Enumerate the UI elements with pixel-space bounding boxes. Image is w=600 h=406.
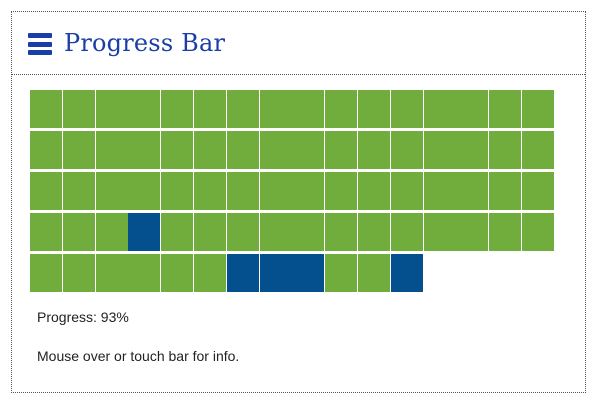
progress-cell[interactable] [325, 254, 357, 292]
progress-cell-highlight[interactable] [128, 213, 160, 251]
progress-cell[interactable] [227, 213, 259, 251]
progress-cell-highlight[interactable] [260, 254, 292, 292]
menu-bar [28, 50, 52, 55]
progress-cell[interactable] [489, 131, 521, 169]
progress-cell[interactable] [128, 172, 160, 210]
hamburger-menu-icon[interactable] [28, 33, 52, 55]
progress-cell[interactable] [325, 131, 357, 169]
progress-cell[interactable] [391, 213, 423, 251]
progress-cell[interactable] [260, 172, 292, 210]
progress-cell[interactable] [96, 254, 128, 292]
progress-cell[interactable] [161, 172, 193, 210]
progress-cell[interactable] [391, 131, 423, 169]
progress-cell-highlight[interactable] [227, 254, 259, 292]
progress-cell[interactable] [128, 254, 160, 292]
panel-header: Progress Bar [12, 12, 585, 75]
progress-cell[interactable] [292, 213, 324, 251]
progress-cell[interactable] [424, 90, 456, 128]
progress-cell[interactable] [424, 131, 456, 169]
progress-cell[interactable] [227, 131, 259, 169]
progress-cell[interactable] [96, 90, 128, 128]
progress-cell[interactable] [522, 213, 554, 251]
progress-cell[interactable] [161, 213, 193, 251]
progress-cell[interactable] [489, 90, 521, 128]
progress-cell-highlight[interactable] [391, 254, 423, 292]
progress-cell[interactable] [194, 90, 226, 128]
progress-cell[interactable] [325, 213, 357, 251]
progress-cell[interactable] [96, 172, 128, 210]
progress-cell[interactable] [325, 90, 357, 128]
page-title: Progress Bar [64, 29, 226, 57]
progress-cell[interactable] [358, 213, 390, 251]
progress-cell[interactable] [260, 213, 292, 251]
progress-cell[interactable] [456, 172, 488, 210]
progress-cell[interactable] [63, 213, 95, 251]
progress-cell[interactable] [194, 213, 226, 251]
progress-cell[interactable] [194, 131, 226, 169]
progress-bar-grid[interactable] [30, 90, 555, 295]
progress-cell[interactable] [489, 172, 521, 210]
progress-cell[interactable] [30, 172, 62, 210]
progress-cell[interactable] [522, 90, 554, 128]
progress-cell[interactable] [30, 213, 62, 251]
progress-cell[interactable] [391, 172, 423, 210]
progress-cell-highlight[interactable] [292, 254, 324, 292]
progress-cell[interactable] [30, 90, 62, 128]
progress-cell[interactable] [292, 172, 324, 210]
progress-cell[interactable] [96, 131, 128, 169]
menu-bar [28, 33, 52, 38]
progress-cell[interactable] [522, 172, 554, 210]
progress-cell[interactable] [227, 172, 259, 210]
progress-cell[interactable] [63, 131, 95, 169]
progress-cell[interactable] [456, 90, 488, 128]
menu-bar [28, 41, 52, 47]
progress-cell[interactable] [391, 90, 423, 128]
hint-text: Mouse over or touch bar for info. [37, 348, 240, 364]
progress-cell[interactable] [161, 254, 193, 292]
progress-cell[interactable] [194, 254, 226, 292]
progress-cell[interactable] [30, 131, 62, 169]
progress-cell[interactable] [489, 213, 521, 251]
progress-cell[interactable] [260, 131, 292, 169]
progress-label: Progress: 93% [37, 309, 129, 325]
progress-cell[interactable] [424, 172, 456, 210]
progress-cell[interactable] [63, 254, 95, 292]
progress-cell[interactable] [325, 172, 357, 210]
progress-cell[interactable] [358, 90, 390, 128]
progress-cell[interactable] [63, 172, 95, 210]
progress-cell[interactable] [424, 213, 456, 251]
progress-cell[interactable] [292, 131, 324, 169]
progress-cell[interactable] [227, 90, 259, 128]
progress-cell[interactable] [128, 90, 160, 128]
progress-cell[interactable] [358, 172, 390, 210]
progress-cell[interactable] [456, 213, 488, 251]
progress-cell[interactable] [161, 90, 193, 128]
progress-cell[interactable] [30, 254, 62, 292]
progress-cell[interactable] [292, 90, 324, 128]
progress-cell[interactable] [128, 131, 160, 169]
progress-cell[interactable] [194, 172, 226, 210]
progress-cell[interactable] [522, 131, 554, 169]
progress-panel: Progress Bar Progress: 93% Mouse over or… [11, 11, 586, 393]
progress-cell[interactable] [161, 131, 193, 169]
progress-cell[interactable] [358, 131, 390, 169]
progress-cell[interactable] [358, 254, 390, 292]
progress-cell[interactable] [63, 90, 95, 128]
progress-cell[interactable] [96, 213, 128, 251]
progress-cell[interactable] [456, 131, 488, 169]
progress-cell[interactable] [260, 90, 292, 128]
